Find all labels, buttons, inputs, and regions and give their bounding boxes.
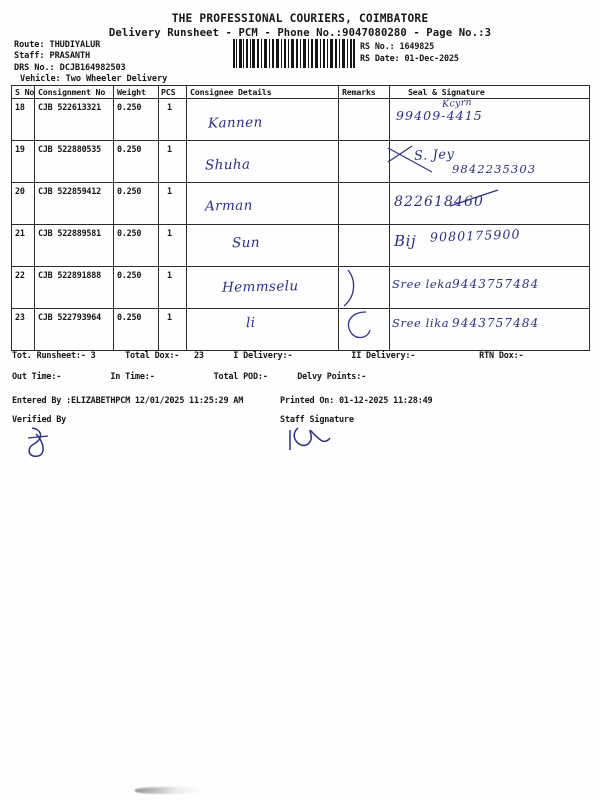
- cell-seal-signature: [389, 266, 590, 309]
- rs-date-line: RS Date: 01-Dec-2025: [360, 53, 459, 63]
- summary-line-1: Tot. Runsheet:- 3 Total Dox:- 23 I Deliv…: [12, 351, 524, 361]
- cell-remarks: [338, 140, 390, 183]
- cell-pcs: 1: [158, 308, 187, 351]
- cell-remarks: [338, 308, 390, 351]
- entered-by-line: Entered By :ELIZABETHPCM 12/01/2025 11:2…: [12, 396, 244, 406]
- cell-pcs: 1: [158, 98, 187, 141]
- verified-by-label: Verified By: [12, 415, 67, 425]
- cell-seal-signature: [389, 140, 590, 183]
- staff-line: Staff: PRASANTH: [14, 51, 91, 62]
- col-header-consignment-no: Consignment No: [34, 85, 114, 99]
- verified-by-signature: [27, 427, 49, 457]
- barcode-icon: [232, 39, 356, 68]
- staff-signature-label: Staff Signature: [280, 415, 354, 425]
- cell-seal-signature: [389, 224, 590, 267]
- cell-weight: 0.250: [113, 98, 159, 141]
- cell-consignment-no: CJB 522891888: [34, 266, 114, 309]
- col-header-pcs: PCS: [158, 85, 187, 99]
- cell-pcs: 1: [158, 224, 187, 267]
- summary-line-2: Out Time:- In Time:- Total POD:- Delvy P…: [12, 372, 367, 382]
- route-line: Route: THUDIYALUR: [14, 40, 101, 50]
- col-header-remarks: Remarks: [338, 85, 390, 99]
- cell-consignee-details: [186, 98, 339, 141]
- company-title: THE PROFESSIONAL COURIERS, COIMBATORE: [171, 12, 429, 25]
- cell-s-no: 23: [11, 308, 35, 351]
- cell-seal-signature: [389, 308, 590, 351]
- cell-remarks: [338, 224, 390, 267]
- rs-no-line: RS No.: 1649825: [360, 41, 435, 51]
- document-subtitle: Delivery Runsheet - PCM - Phone No.:9047…: [108, 27, 492, 39]
- scan-smudge-artifact: [135, 787, 205, 794]
- cell-weight: 0.250: [113, 266, 159, 309]
- cell-consignment-no: CJB 522793964: [34, 308, 114, 351]
- cell-remarks: [338, 266, 390, 309]
- cell-seal-signature: [389, 182, 590, 225]
- col-header-consignee-details: Consignee Details: [186, 85, 339, 99]
- cell-consignee-details: [186, 308, 339, 351]
- cell-s-no: 22: [11, 266, 35, 309]
- printed-on-line: Printed On: 01-12-2025 11:28:49: [280, 396, 433, 406]
- table-row: 18 CJB 522613321 0.250 1: [11, 98, 590, 141]
- cell-consignment-no: CJB 522880535: [34, 140, 114, 183]
- col-header-seal-signature: Seal & Signature: [389, 85, 590, 99]
- table-row: 23 CJB 522793964 0.250 1: [11, 308, 590, 351]
- table-row: 21 CJB 522889581 0.250 1: [11, 224, 590, 267]
- consignment-table: S No Consignment No Weight PCS Consignee…: [11, 85, 590, 351]
- cell-consignee-details: [186, 140, 339, 183]
- cell-consignment-no: CJB 522613321: [34, 98, 114, 141]
- cell-weight: 0.250: [113, 224, 159, 267]
- table-row: 19 CJB 522880535 0.250 1: [11, 140, 590, 183]
- col-header-weight: Weight: [113, 85, 159, 99]
- cell-weight: 0.250: [113, 182, 159, 225]
- cell-remarks: [338, 98, 390, 141]
- cell-consignee-details: [186, 266, 339, 309]
- cell-consignment-no: CJB 522889581: [34, 224, 114, 267]
- col-header-s-no: S No: [11, 85, 35, 99]
- cell-s-no: 20: [11, 182, 35, 225]
- vehicle-line: Vehicle: Two Wheeler Delivery: [20, 74, 168, 85]
- cell-weight: 0.250: [113, 308, 159, 351]
- cell-consignee-details: [186, 182, 339, 225]
- cell-pcs: 1: [158, 140, 187, 183]
- cell-s-no: 18: [11, 98, 35, 141]
- cell-s-no: 21: [11, 224, 35, 267]
- drs-no-line: DRS No.: DCJB164982503: [14, 62, 126, 73]
- cell-consignment-no: CJB 522859412: [34, 182, 114, 225]
- cell-consignee-details: [186, 224, 339, 267]
- cell-pcs: 1: [158, 266, 187, 309]
- cell-weight: 0.250: [113, 140, 159, 183]
- table-row: 20 CJB 522859412 0.250 1: [11, 182, 590, 225]
- cell-seal-signature: [389, 98, 590, 141]
- table-header-row: S No Consignment No Weight PCS Consignee…: [11, 85, 590, 99]
- cell-pcs: 1: [158, 182, 187, 225]
- header-meta-left: Route: THUDIYALUR Staff: PRASANTH DRS No…: [14, 40, 167, 86]
- table-row: 22 CJB 522891888 0.250 1: [11, 266, 590, 309]
- cell-s-no: 19: [11, 140, 35, 183]
- header-meta-right: RS No.: 1649825 RS Date: 01-Dec-2025: [360, 40, 459, 64]
- staff-signature-mark: [289, 427, 331, 450]
- cell-remarks: [338, 182, 390, 225]
